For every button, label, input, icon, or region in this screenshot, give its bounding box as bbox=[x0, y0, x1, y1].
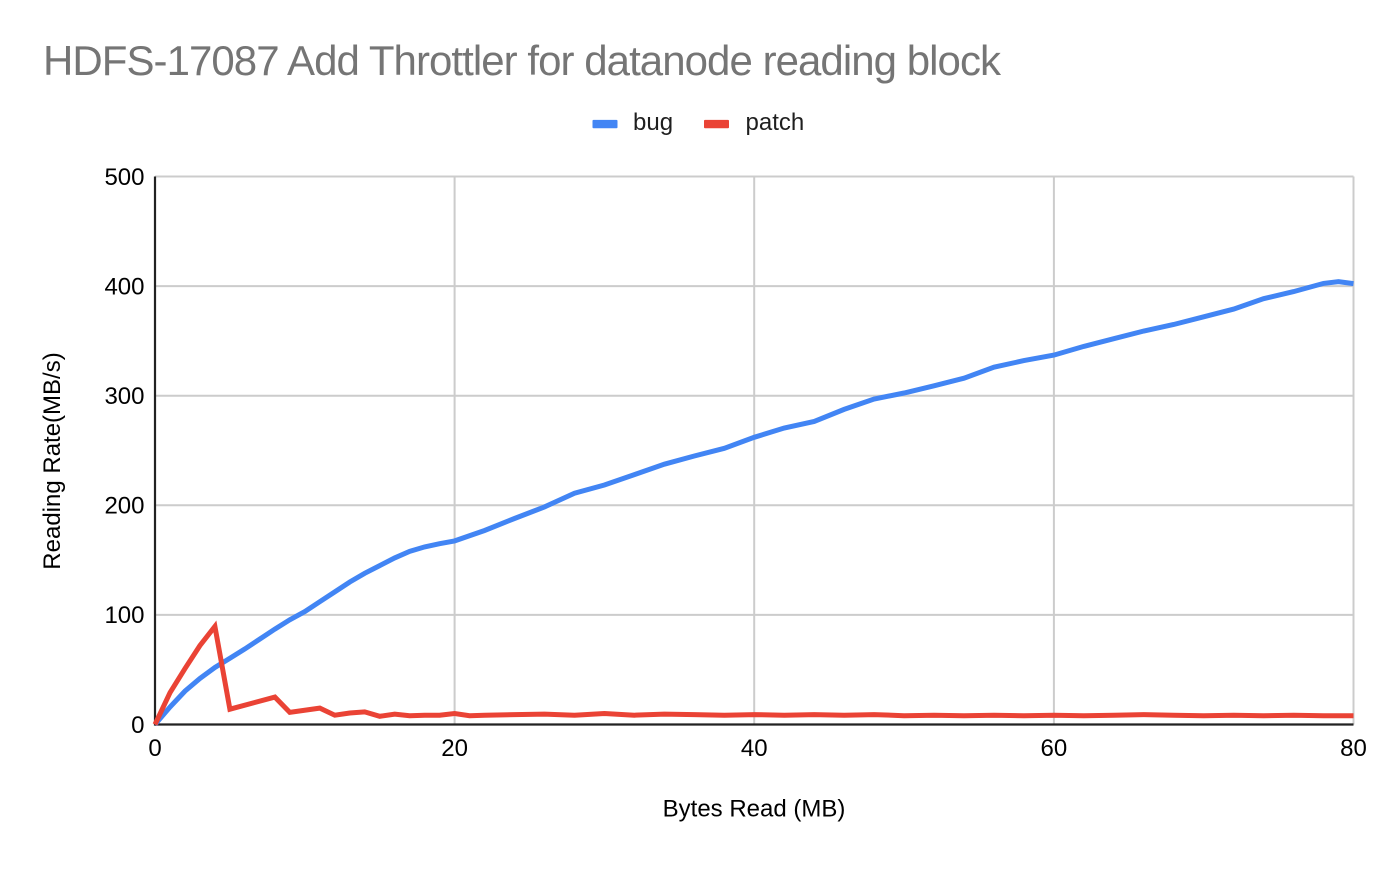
svg-text:40: 40 bbox=[741, 735, 768, 762]
svg-text:60: 60 bbox=[1041, 735, 1068, 762]
svg-text:Bytes Read (MB): Bytes Read (MB) bbox=[663, 795, 846, 822]
svg-text:20: 20 bbox=[441, 735, 468, 762]
svg-text:Reading Rate(MB/s): Reading Rate(MB/s) bbox=[39, 352, 66, 569]
svg-text:bug: bug bbox=[633, 109, 673, 136]
svg-text:HDFS-17087 Add Throttler for d: HDFS-17087 Add Throttler for datanode re… bbox=[43, 37, 1002, 84]
svg-text:0: 0 bbox=[131, 712, 144, 739]
svg-text:0: 0 bbox=[148, 735, 161, 762]
svg-text:500: 500 bbox=[104, 164, 144, 191]
svg-text:200: 200 bbox=[104, 493, 144, 520]
svg-text:300: 300 bbox=[104, 383, 144, 410]
svg-text:80: 80 bbox=[1340, 735, 1367, 762]
svg-text:400: 400 bbox=[104, 273, 144, 300]
svg-text:patch: patch bbox=[746, 109, 805, 136]
svg-text:100: 100 bbox=[104, 602, 144, 629]
